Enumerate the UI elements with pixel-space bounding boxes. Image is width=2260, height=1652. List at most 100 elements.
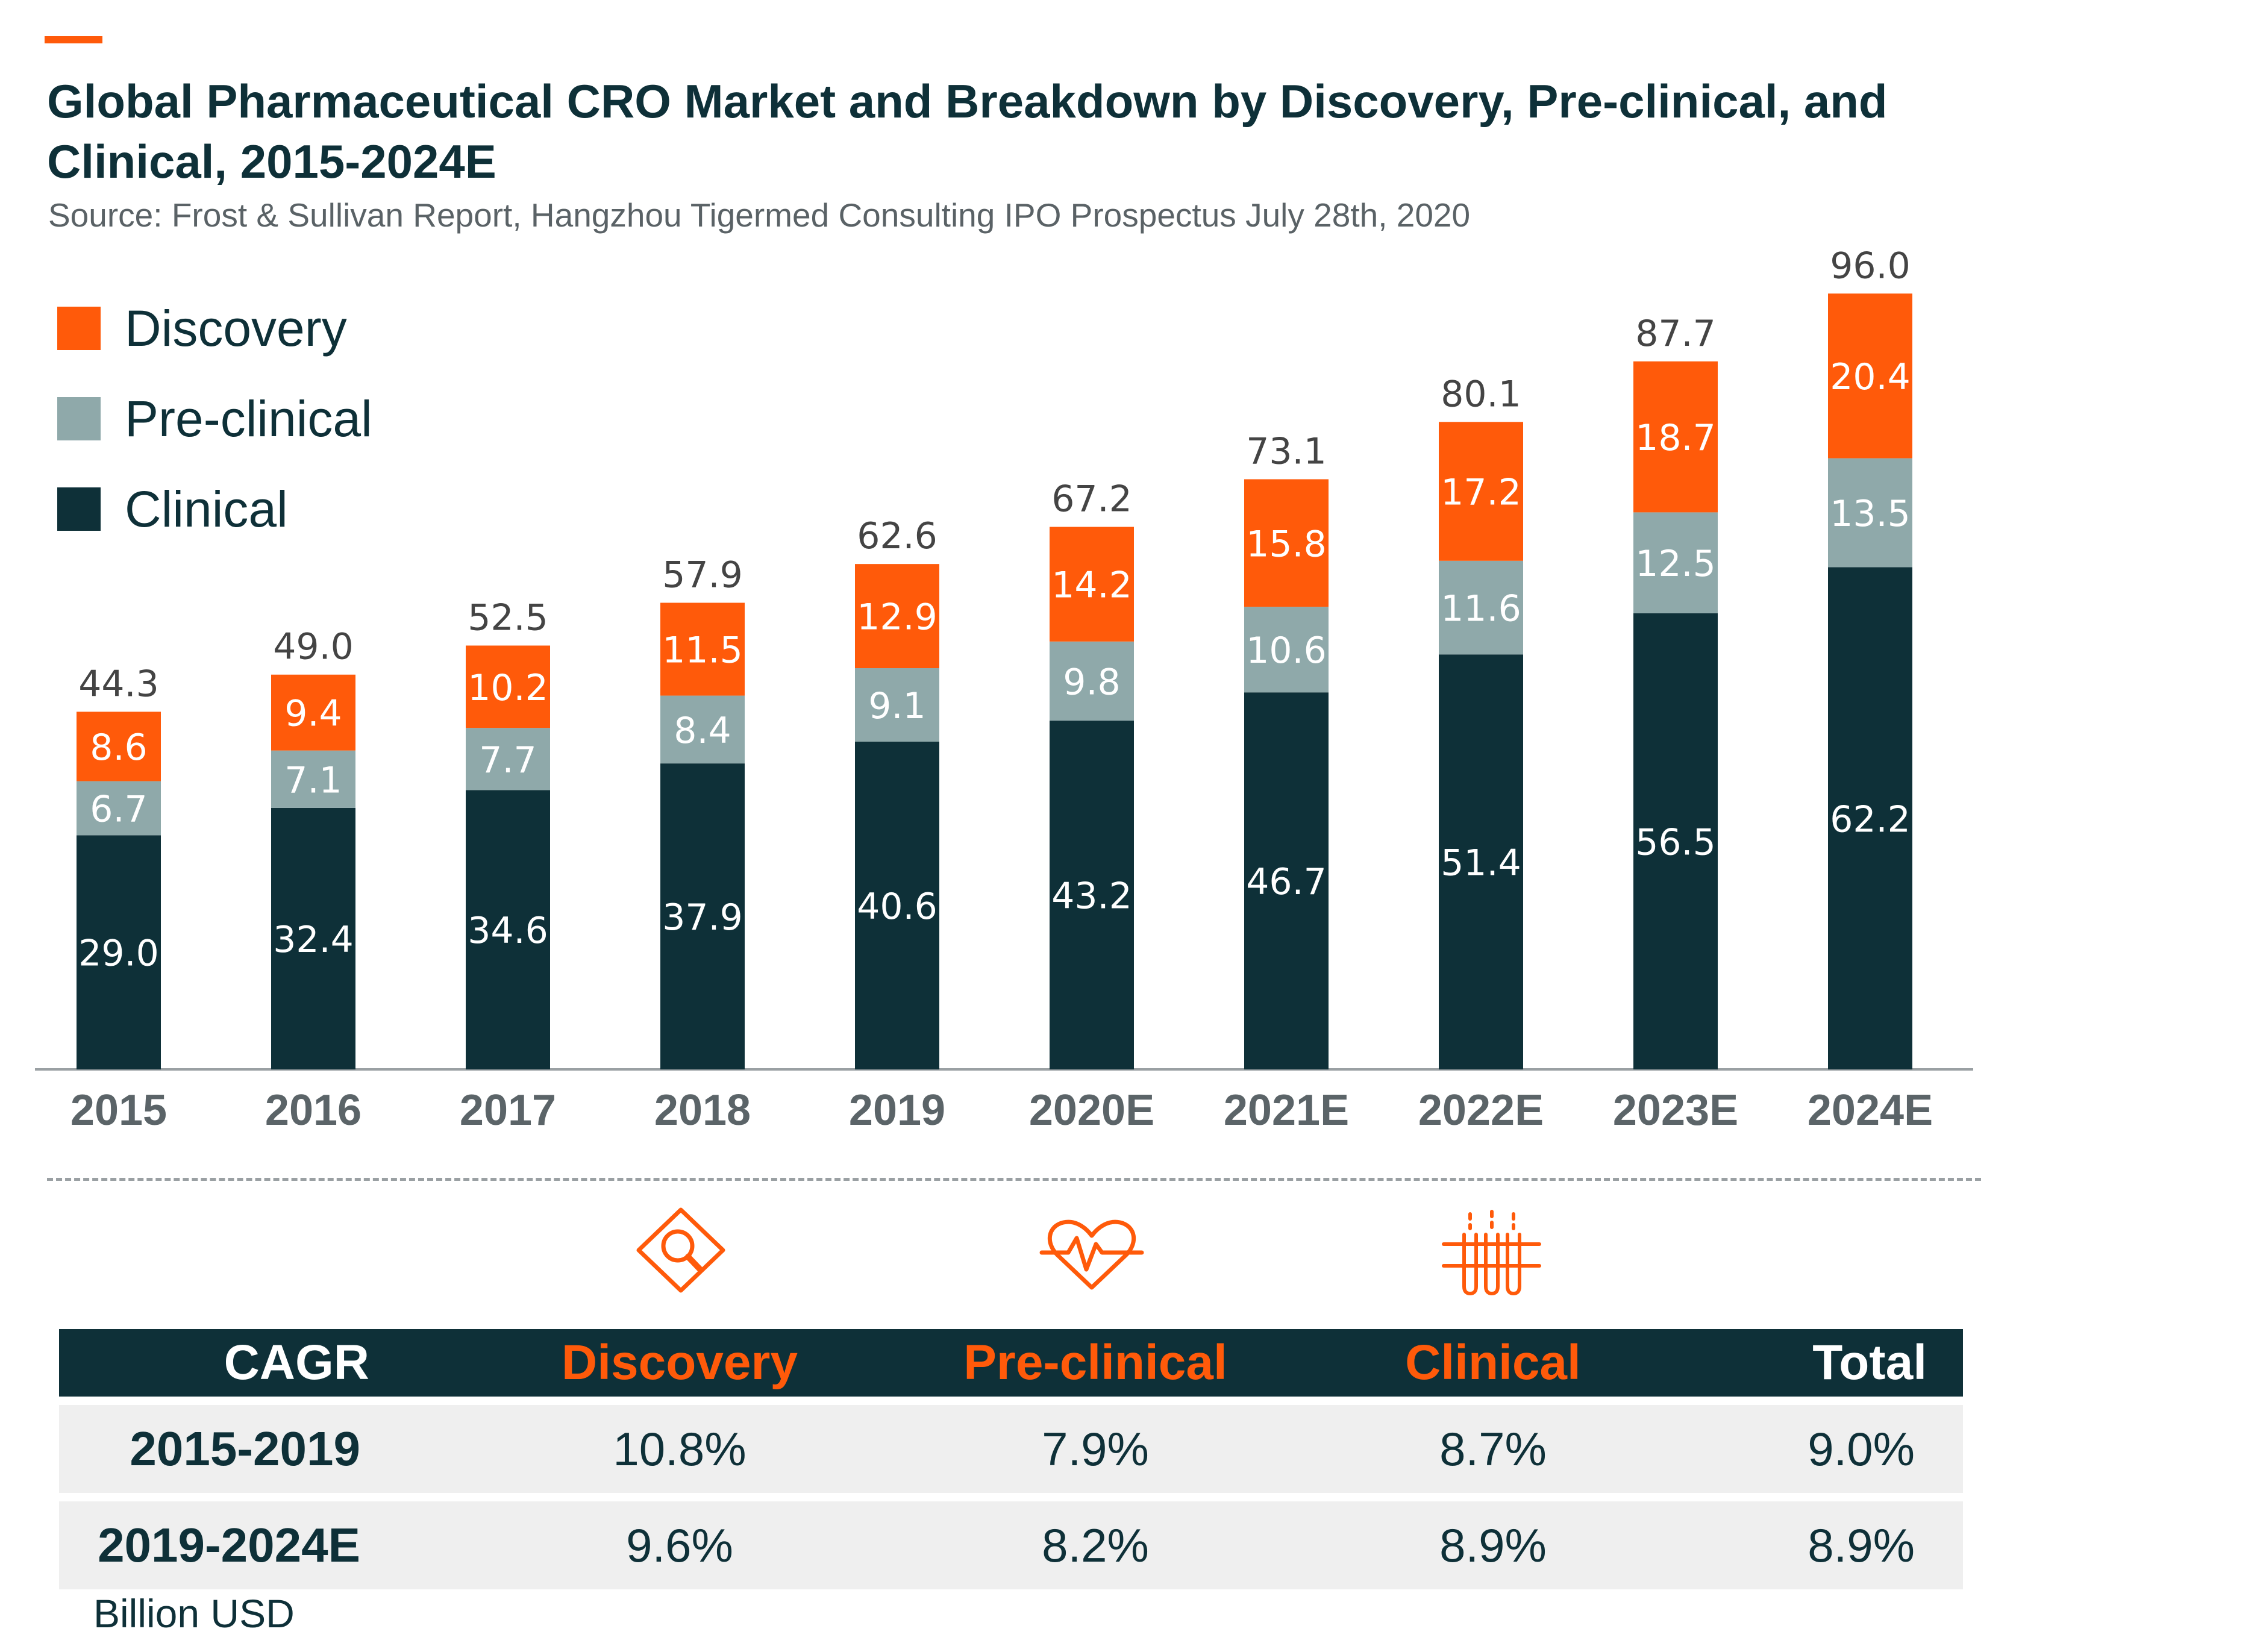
total-label: 73.1 bbox=[1246, 430, 1327, 472]
x-tick-label: 2020E bbox=[1029, 1086, 1154, 1134]
data-label-discovery: 10.2 bbox=[468, 667, 548, 709]
bar-clinical-2018 bbox=[660, 763, 745, 1069]
bar-discovery-2020e bbox=[1050, 527, 1134, 642]
data-label-discovery: 14.2 bbox=[1051, 565, 1132, 607]
legend-swatch-preclinical bbox=[57, 397, 101, 440]
bar-preclinical-2021e bbox=[1244, 607, 1329, 693]
bar-preclinical-2016 bbox=[271, 750, 355, 808]
bar-preclinical-2018 bbox=[660, 695, 745, 764]
data-label-preclinical: 10.6 bbox=[1246, 630, 1327, 672]
cagr-cell-total: 8.9% bbox=[1662, 1501, 1963, 1589]
legend-swatch-clinical bbox=[57, 487, 101, 531]
data-label-clinical: 29.0 bbox=[78, 933, 159, 975]
x-tick-label: 2016 bbox=[265, 1086, 362, 1134]
bar-discovery-2016 bbox=[271, 674, 355, 751]
x-tick-label: 2022E bbox=[1418, 1086, 1544, 1134]
data-label-clinical: 43.2 bbox=[1051, 875, 1132, 918]
total-label: 87.7 bbox=[1635, 313, 1716, 355]
legend-item-preclinical: Pre-clinical bbox=[57, 374, 372, 464]
bar-clinical-2024e bbox=[1828, 567, 1912, 1069]
unit-label: Billion USD bbox=[93, 1591, 295, 1636]
accent-bar bbox=[45, 36, 102, 43]
cagr-header-total: Total bbox=[1662, 1329, 1963, 1397]
data-label-clinical: 32.4 bbox=[273, 919, 354, 961]
x-tick-label: 2015 bbox=[70, 1086, 167, 1134]
table-row: 2015-2019 10.8% 7.9% 8.7% 9.0% bbox=[59, 1405, 1963, 1493]
x-tick-label: 2018 bbox=[654, 1086, 751, 1134]
data-label-clinical: 46.7 bbox=[1246, 861, 1327, 903]
table-row: 2019-2024E 9.6% 8.2% 8.9% 8.9% bbox=[59, 1501, 1963, 1589]
data-label-discovery: 18.7 bbox=[1635, 417, 1716, 459]
legend: Discovery Pre-clinical Clinical bbox=[57, 283, 372, 554]
data-label-clinical: 56.5 bbox=[1635, 821, 1716, 863]
section-divider bbox=[47, 1178, 1981, 1181]
bar-clinical-2023e bbox=[1633, 613, 1718, 1069]
total-label: 44.3 bbox=[78, 663, 159, 705]
data-label-clinical: 34.6 bbox=[468, 910, 548, 952]
data-label-preclinical: 7.1 bbox=[284, 759, 342, 801]
data-label-preclinical: 11.6 bbox=[1441, 588, 1521, 630]
bar-discovery-2019 bbox=[855, 564, 939, 669]
source-note: Source: Frost & Sullivan Report, Hangzho… bbox=[48, 196, 1471, 234]
data-label-discovery: 15.8 bbox=[1246, 523, 1327, 565]
data-label-preclinical: 9.1 bbox=[868, 685, 925, 727]
total-label: 52.5 bbox=[468, 597, 548, 639]
bar-discovery-2018 bbox=[660, 602, 745, 696]
bar-clinical-2017 bbox=[466, 790, 550, 1069]
data-label-preclinical: 6.7 bbox=[90, 789, 147, 831]
cagr-table: CAGR Discovery Pre-clinical Clinical Tot… bbox=[59, 1321, 1963, 1598]
cagr-header-row: CAGR Discovery Pre-clinical Clinical Tot… bbox=[59, 1329, 1963, 1397]
bar-discovery-2015 bbox=[77, 712, 161, 781]
cagr-cell-preclinical: 8.2% bbox=[866, 1501, 1324, 1589]
cagr-header-preclinical: Pre-clinical bbox=[866, 1329, 1324, 1397]
total-label: 67.2 bbox=[1051, 478, 1132, 521]
heart-pulse-icon bbox=[1039, 1219, 1144, 1290]
cagr-header-clinical: Clinical bbox=[1324, 1329, 1662, 1397]
legend-label-preclinical: Pre-clinical bbox=[125, 390, 372, 447]
bar-discovery-2021e bbox=[1244, 479, 1329, 607]
total-label: 80.1 bbox=[1441, 373, 1521, 415]
bar-clinical-2019 bbox=[855, 741, 939, 1069]
data-label-clinical: 51.4 bbox=[1441, 842, 1521, 884]
bar-discovery-2024e bbox=[1828, 293, 1912, 458]
bar-clinical-2015 bbox=[77, 835, 161, 1069]
bar-preclinical-2020e bbox=[1050, 641, 1134, 721]
bar-preclinical-2024e bbox=[1828, 458, 1912, 568]
data-label-discovery: 20.4 bbox=[1830, 356, 1911, 398]
bar-preclinical-2017 bbox=[466, 728, 550, 790]
legend-label-clinical: Clinical bbox=[125, 480, 288, 537]
data-label-clinical: 37.9 bbox=[662, 896, 743, 939]
bar-discovery-2023e bbox=[1633, 361, 1718, 513]
bar-discovery-2017 bbox=[466, 645, 550, 728]
data-label-discovery: 12.9 bbox=[857, 596, 937, 639]
total-label: 57.9 bbox=[662, 554, 743, 596]
x-tick-label: 2017 bbox=[460, 1086, 556, 1134]
bar-clinical-2020e bbox=[1050, 721, 1134, 1069]
cagr-row-label: 2019-2024E bbox=[59, 1501, 493, 1589]
legend-item-clinical: Clinical bbox=[57, 464, 372, 554]
data-label-clinical: 40.6 bbox=[857, 886, 937, 928]
legend-item-discovery: Discovery bbox=[57, 283, 372, 374]
cagr-cell-discovery: 10.8% bbox=[493, 1405, 866, 1493]
legend-swatch-discovery bbox=[57, 307, 101, 350]
data-label-discovery: 9.4 bbox=[284, 693, 342, 735]
total-label: 62.6 bbox=[857, 515, 937, 557]
magnifier-diamond-icon bbox=[636, 1207, 725, 1293]
bar-preclinical-2019 bbox=[855, 668, 939, 742]
data-label-preclinical: 8.4 bbox=[674, 710, 731, 752]
data-label-discovery: 11.5 bbox=[662, 630, 743, 672]
cagr-cell-total: 9.0% bbox=[1662, 1405, 1963, 1493]
cagr-cell-clinical: 8.9% bbox=[1324, 1501, 1662, 1589]
chart-title: Global Pharmaceutical CRO Market and Bre… bbox=[47, 75, 1888, 188]
x-tick-label: 2021E bbox=[1224, 1086, 1349, 1134]
bar-discovery-2022e bbox=[1439, 422, 1523, 561]
bar-preclinical-2015 bbox=[77, 781, 161, 836]
cagr-header-discovery: Discovery bbox=[493, 1329, 866, 1397]
data-label-preclinical: 7.7 bbox=[479, 739, 536, 781]
total-label: 96.0 bbox=[1830, 245, 1911, 287]
cagr-header-label: CAGR bbox=[59, 1329, 493, 1397]
legend-label-discovery: Discovery bbox=[125, 299, 347, 357]
cagr-cell-discovery: 9.6% bbox=[493, 1501, 866, 1589]
data-label-preclinical: 12.5 bbox=[1635, 543, 1716, 585]
bar-preclinical-2023e bbox=[1633, 512, 1718, 613]
